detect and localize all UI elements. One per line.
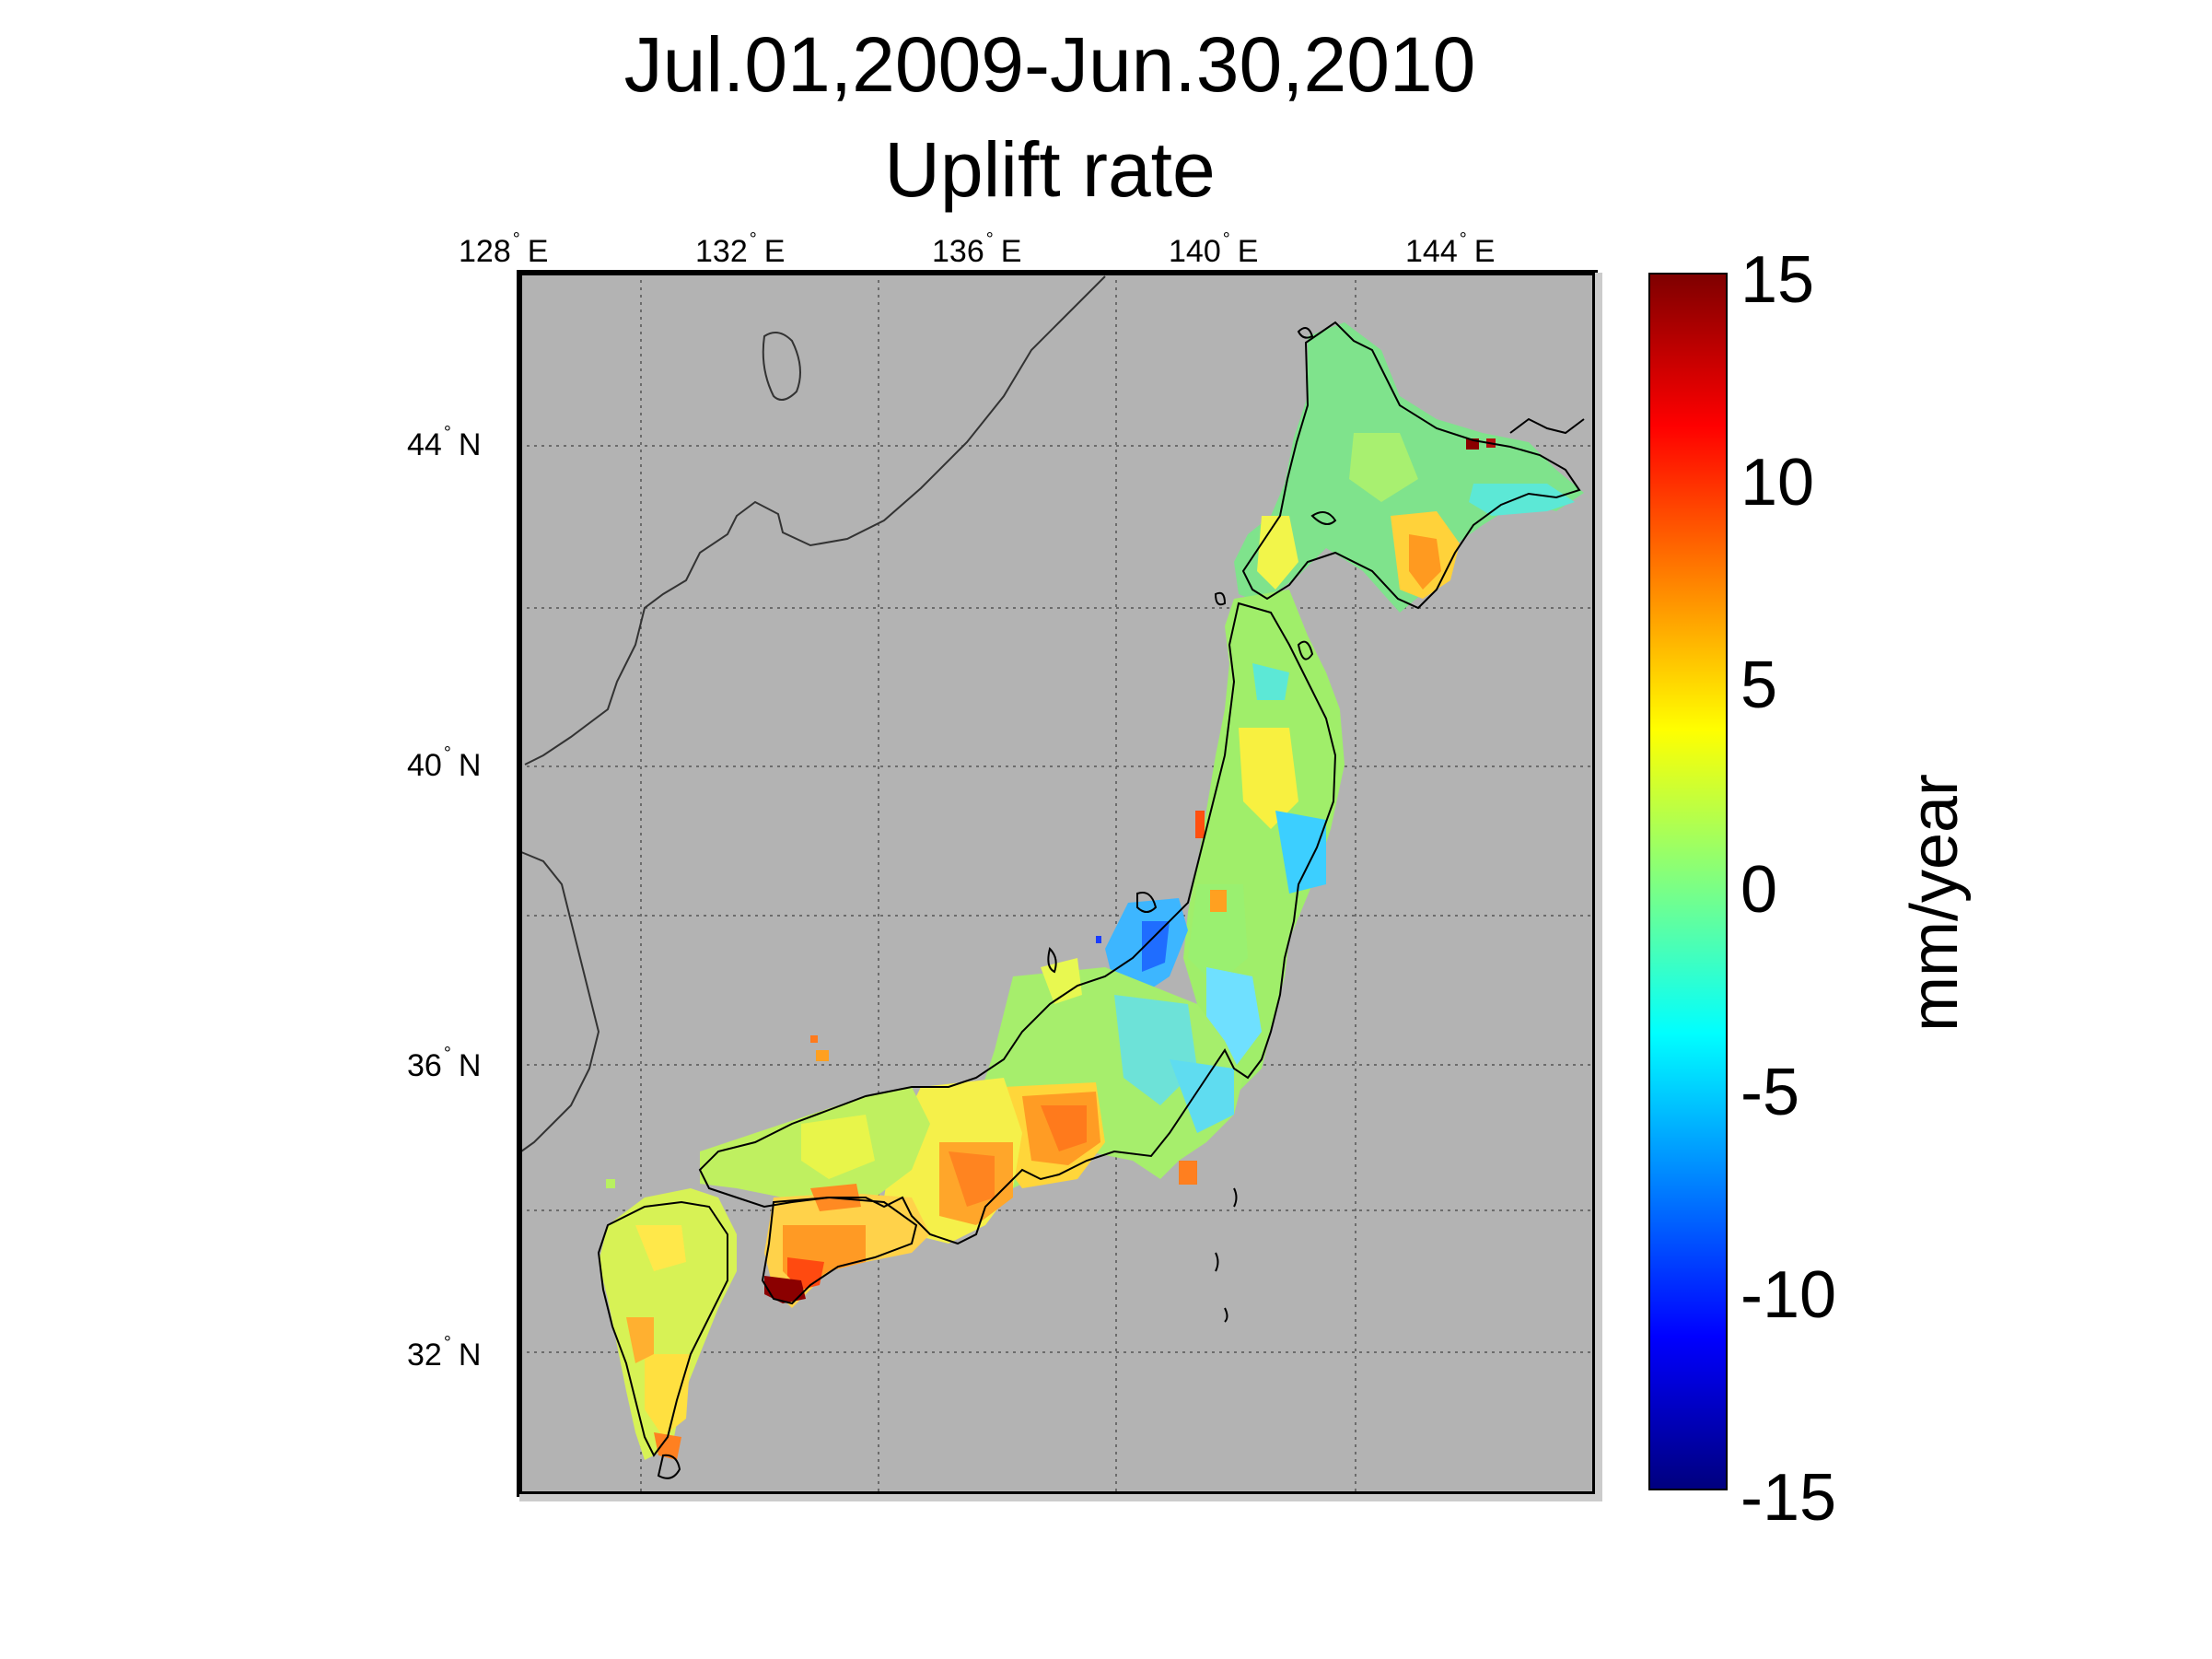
colorbar-unit-label: mm/year <box>1898 773 1972 1032</box>
lon-tick-144: 144 ° E <box>1405 229 1496 269</box>
colorbar-tick-minus15: -15 <box>1740 1461 1837 1535</box>
lon-tick-128: 128 ° E <box>459 229 549 269</box>
lat-tick-44: 44 ° N <box>407 423 482 462</box>
colorbar-tick-minus5: -5 <box>1740 1056 1800 1129</box>
lat-tick-32: 32 ° N <box>407 1333 482 1373</box>
japan-coastline <box>597 321 1585 1479</box>
colorbar-tick-10: 10 <box>1740 446 1815 520</box>
lon-tick-132: 132 ° E <box>695 229 786 269</box>
colorbar-tick-5: 5 <box>1740 648 1778 722</box>
continent-coastline <box>520 275 1106 1152</box>
chart-title-line1: Jul.01,2009-Jun.30,2010 <box>623 21 1476 108</box>
lon-tick-136: 136 ° E <box>932 229 1022 269</box>
colorbar-tick-minus10: -10 <box>1740 1258 1837 1332</box>
lat-tick-40: 40 ° N <box>407 743 482 783</box>
colorbar-tick-15: 15 <box>1740 243 1815 317</box>
uplift-raster <box>599 322 1584 1460</box>
lat-tick-36: 36 ° N <box>407 1044 482 1083</box>
lon-tick-140: 140 ° E <box>1169 229 1259 269</box>
colorbar <box>1648 273 1728 1490</box>
chart-title-line2: Uplift rate <box>884 126 1216 213</box>
colorbar-tick-0: 0 <box>1740 853 1778 927</box>
map-shadow-bottom <box>519 1494 1602 1501</box>
map-shadow-right <box>1595 273 1602 1496</box>
